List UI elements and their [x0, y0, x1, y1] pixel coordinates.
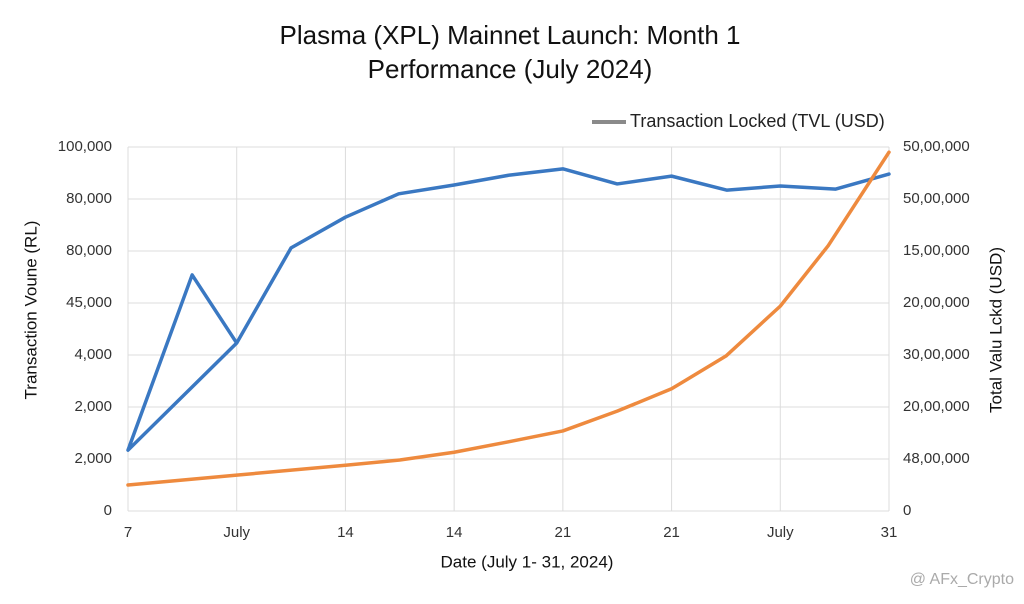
y-axis-title: Transaction Voune (RL): [21, 221, 40, 400]
x-tick-label: 21: [555, 524, 572, 541]
y-tick-label: 45,000: [66, 294, 112, 311]
y2-tick-label: 20,00,000: [903, 398, 970, 415]
data-line: [126, 167, 891, 452]
y-tick-label: 4,000: [74, 346, 112, 363]
x-tick-label: 14: [337, 524, 354, 541]
watermark: @ AFx_Crypto: [910, 571, 1014, 588]
chart-title: Plasma (XPL) Mainnet Launch: Month 1: [279, 20, 740, 50]
x-tick-label: 21: [663, 524, 680, 541]
y2-tick-label: 48,00,000: [903, 450, 970, 467]
y-tick-label: 2,000: [74, 398, 112, 415]
x-tick-label: 31: [881, 524, 898, 541]
x-tick-label: 7: [124, 524, 132, 541]
y-tick-label: 0: [104, 502, 112, 519]
y-tick-label: 80,000: [66, 242, 112, 259]
y2-tick-label: 20,00,000: [903, 294, 970, 311]
y2-tick-label: 0: [903, 502, 911, 519]
x-tick-label: 14: [446, 524, 463, 541]
y-tick-label: 2,000: [74, 450, 112, 467]
x-axis-title: Date (July 1- 31, 2024): [441, 552, 614, 571]
chart-title: Performance (July 2024): [368, 54, 653, 84]
x-tick-label: July: [767, 524, 794, 541]
y2-axis-title: Total Valu Lckd (USD): [986, 247, 1005, 413]
legend-label: Transaction Locked (TVL (USD): [630, 111, 885, 131]
y2-tick-label: 15,00,000: [903, 242, 970, 259]
y2-tick-label: 50,00,000: [903, 138, 970, 155]
y2-tick-label: 50,00,000: [903, 190, 970, 207]
y-tick-label: 80,000: [66, 190, 112, 207]
data-line: [126, 150, 891, 487]
x-tick-label: July: [223, 524, 250, 541]
y2-tick-label: 30,00,000: [903, 346, 970, 363]
y-tick-label: 100,000: [58, 138, 112, 155]
